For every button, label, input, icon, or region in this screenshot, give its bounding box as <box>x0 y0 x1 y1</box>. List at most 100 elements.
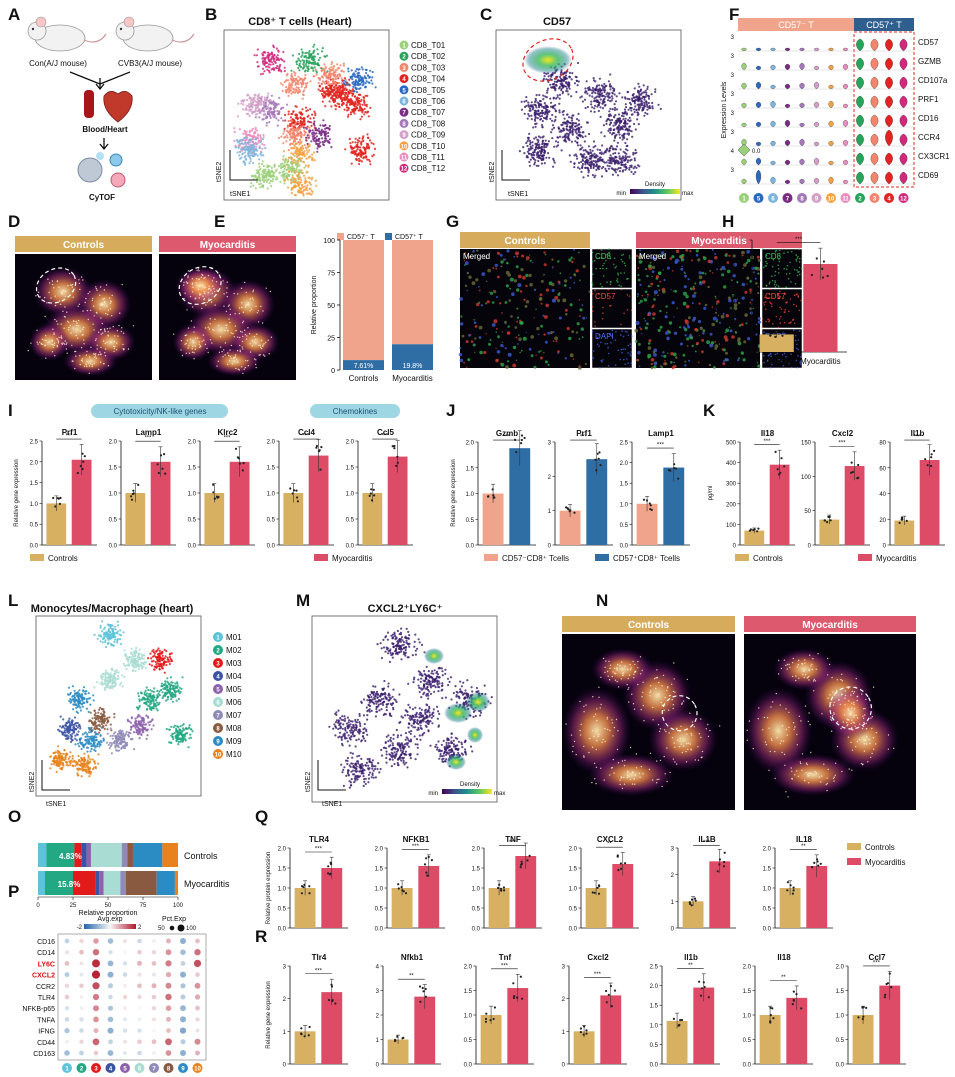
scatter-point <box>552 86 555 89</box>
scatter-point <box>334 85 337 88</box>
density-point <box>635 753 638 755</box>
density-blob <box>769 753 856 796</box>
density-point <box>853 722 855 724</box>
density-point <box>223 293 225 295</box>
cell-icon <box>96 152 104 160</box>
scatter-point <box>263 70 266 73</box>
scatter-point <box>348 137 351 141</box>
density-point <box>875 731 878 734</box>
scatter-point <box>334 69 337 72</box>
scatter-point <box>261 138 264 141</box>
scatter-point <box>296 174 299 177</box>
scatter-point <box>272 108 275 111</box>
scatter-point <box>336 102 339 105</box>
scatter-point <box>537 156 541 159</box>
condition-label: Myocarditis <box>802 620 858 631</box>
scatter-point <box>550 131 553 134</box>
scatter-point <box>363 148 366 152</box>
density-point <box>229 308 231 310</box>
scatter-point <box>296 117 299 120</box>
cell-signal <box>507 352 512 357</box>
scatter-point <box>613 132 616 135</box>
density-point <box>193 326 195 328</box>
density-point <box>78 279 80 281</box>
scatter-point <box>272 55 275 59</box>
cell-signal <box>532 261 534 264</box>
scatter-point <box>579 144 582 147</box>
density-point <box>615 718 618 721</box>
scatter-point <box>628 116 631 119</box>
density-point <box>807 720 809 723</box>
scatter-point <box>578 133 581 136</box>
scatter-point <box>553 161 556 164</box>
cell-signal <box>533 288 537 292</box>
scatter-point <box>646 105 649 108</box>
violin-shape <box>770 140 776 147</box>
scatter-point <box>313 159 316 162</box>
cell-signal <box>584 362 588 365</box>
scatter-point <box>295 105 298 108</box>
scatter-point <box>287 170 290 173</box>
scatter-point <box>293 74 297 77</box>
scatter-point <box>635 151 638 154</box>
cell-signal <box>504 301 508 304</box>
scatter-point <box>298 181 301 184</box>
scatter-point <box>329 83 332 86</box>
density-point <box>187 347 189 349</box>
density-point <box>757 718 759 720</box>
violin-shape <box>885 38 893 52</box>
scatter-point <box>599 115 602 118</box>
scatter-point <box>571 133 574 136</box>
scatter-point <box>281 59 284 62</box>
density-point <box>62 310 64 312</box>
density-point <box>834 774 836 776</box>
scatter-point <box>594 155 597 158</box>
density-point <box>666 780 668 783</box>
scatter-point <box>608 150 611 153</box>
density-point <box>707 735 710 738</box>
scatter-point <box>340 82 343 85</box>
density-point <box>204 343 207 346</box>
density-point <box>105 284 108 286</box>
density-point <box>776 736 778 739</box>
density-point <box>850 722 852 725</box>
density-point <box>198 285 201 287</box>
density-point <box>809 723 811 726</box>
scatter-point <box>638 85 641 88</box>
density-point <box>113 340 116 343</box>
scatter-point <box>355 91 359 94</box>
density-point <box>51 280 54 282</box>
density-point <box>71 284 73 286</box>
cluster-number: 11 <box>842 197 849 203</box>
density-point <box>808 679 810 681</box>
density-point <box>602 738 604 741</box>
scatter-point <box>633 111 636 114</box>
scatter-point <box>268 54 271 57</box>
scatter-point <box>530 118 533 121</box>
scatter-point <box>542 116 546 119</box>
violin-shape <box>813 141 820 147</box>
density-point <box>79 363 81 366</box>
scatter-point <box>291 79 294 82</box>
scatter-point <box>301 54 304 57</box>
scatter-point <box>646 112 649 116</box>
cell-signal <box>576 322 580 326</box>
scatter-point <box>613 108 617 112</box>
scatter-point <box>260 103 263 106</box>
scatter-point <box>360 152 364 155</box>
scatter-point <box>274 61 277 65</box>
density-point <box>621 776 623 778</box>
density-point <box>242 320 245 322</box>
scatter-point <box>537 104 541 107</box>
density-point <box>809 654 811 656</box>
density-point <box>861 764 864 766</box>
scatter-point <box>585 159 588 162</box>
scatter-point <box>564 133 567 136</box>
cell-signal <box>555 340 558 343</box>
scatter-point <box>306 134 309 137</box>
scatter-point <box>244 131 247 134</box>
density-point <box>783 753 786 755</box>
scatter-point <box>374 86 377 89</box>
scatter-point <box>238 154 241 157</box>
density-point <box>122 343 124 346</box>
